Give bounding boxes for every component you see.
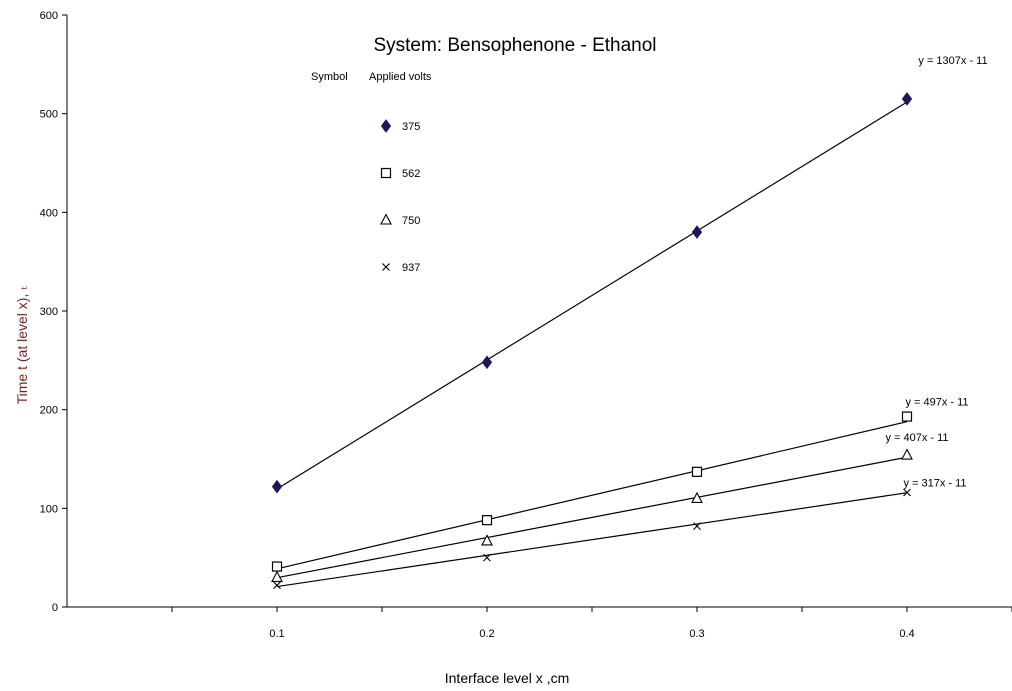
- legend-symbol: [380, 167, 392, 179]
- trendline-equation: y = 1307x - 11: [918, 55, 987, 67]
- axes: 0 100 200 300 400 500 600 0.1 0.2 0.3 0.4: [40, 10, 1012, 640]
- data-point: [481, 515, 493, 526]
- series-750: y = 407x - 11: [271, 432, 949, 582]
- data-point: [481, 355, 493, 370]
- legend-label: 562: [402, 168, 420, 180]
- x-tick-label: 0.3: [689, 628, 704, 640]
- data-point: [691, 225, 703, 239]
- y-tick-label: 200: [40, 405, 58, 417]
- y-tick-label: 300: [40, 306, 58, 318]
- legend-item-937: 937: [382, 262, 420, 274]
- legend-header-volts: Applied volts: [369, 71, 432, 83]
- legend-item-750: 750: [380, 213, 420, 227]
- data-point: [483, 553, 491, 562]
- data-point: [693, 522, 701, 530]
- legend-symbol: [380, 213, 392, 225]
- data-point: [901, 411, 913, 422]
- legend-item-562: 562: [380, 167, 420, 180]
- y-tick-label: 500: [40, 109, 58, 121]
- trendline-equation: y = 497x - 11: [905, 397, 968, 409]
- trendline-equation: y = 407x - 11: [885, 432, 948, 444]
- series-375: y = 1307x - 11: [271, 55, 988, 494]
- data-point: [271, 479, 283, 494]
- data-point: [901, 92, 913, 106]
- y-tick-label: 0: [52, 602, 58, 614]
- legend-symbol: [382, 263, 390, 271]
- data-point: [691, 466, 703, 477]
- legend-label: 937: [402, 262, 420, 274]
- legend-label: 375: [402, 121, 420, 133]
- legend-header-symbol: Symbol: [311, 71, 348, 83]
- legend: 375 562 750 937: [380, 119, 420, 274]
- data-point: [271, 561, 283, 572]
- legend-item-375: 375: [380, 119, 420, 133]
- data-point: [691, 491, 703, 504]
- data-point: [271, 570, 283, 582]
- data-point: [273, 581, 281, 590]
- legend-symbol: [380, 119, 392, 133]
- chart-title: System: Bensophenone - Ethanol: [373, 35, 656, 56]
- trendline: [276, 492, 908, 588]
- trendline-equation: y = 317x - 11: [903, 478, 966, 490]
- y-axis-title: Time t (at level x), ₜ: [14, 286, 30, 405]
- x-tick-label: 0.4: [899, 628, 914, 640]
- series-937: y = 317x - 11: [273, 478, 967, 590]
- x-tick-label: 0.1: [269, 628, 284, 640]
- y-tick-label: 600: [40, 10, 58, 22]
- x-axis-title: Interface level x ,cm: [445, 670, 570, 686]
- y-tick-label: 400: [40, 207, 58, 219]
- y-tick-label: 100: [40, 503, 58, 515]
- series-layer: y = 1307x - 11 y = 497x - 11 y = 407x - 11…: [271, 55, 988, 590]
- data-point: [481, 534, 493, 546]
- data-point: [901, 448, 913, 460]
- trendline: [276, 456, 908, 579]
- trendline: [276, 421, 908, 570]
- series-562: y = 497x - 11: [271, 397, 969, 572]
- trendline: [276, 101, 908, 490]
- data-point: [903, 488, 911, 497]
- legend-label: 750: [402, 215, 420, 227]
- x-tick-label: 0.2: [479, 628, 494, 640]
